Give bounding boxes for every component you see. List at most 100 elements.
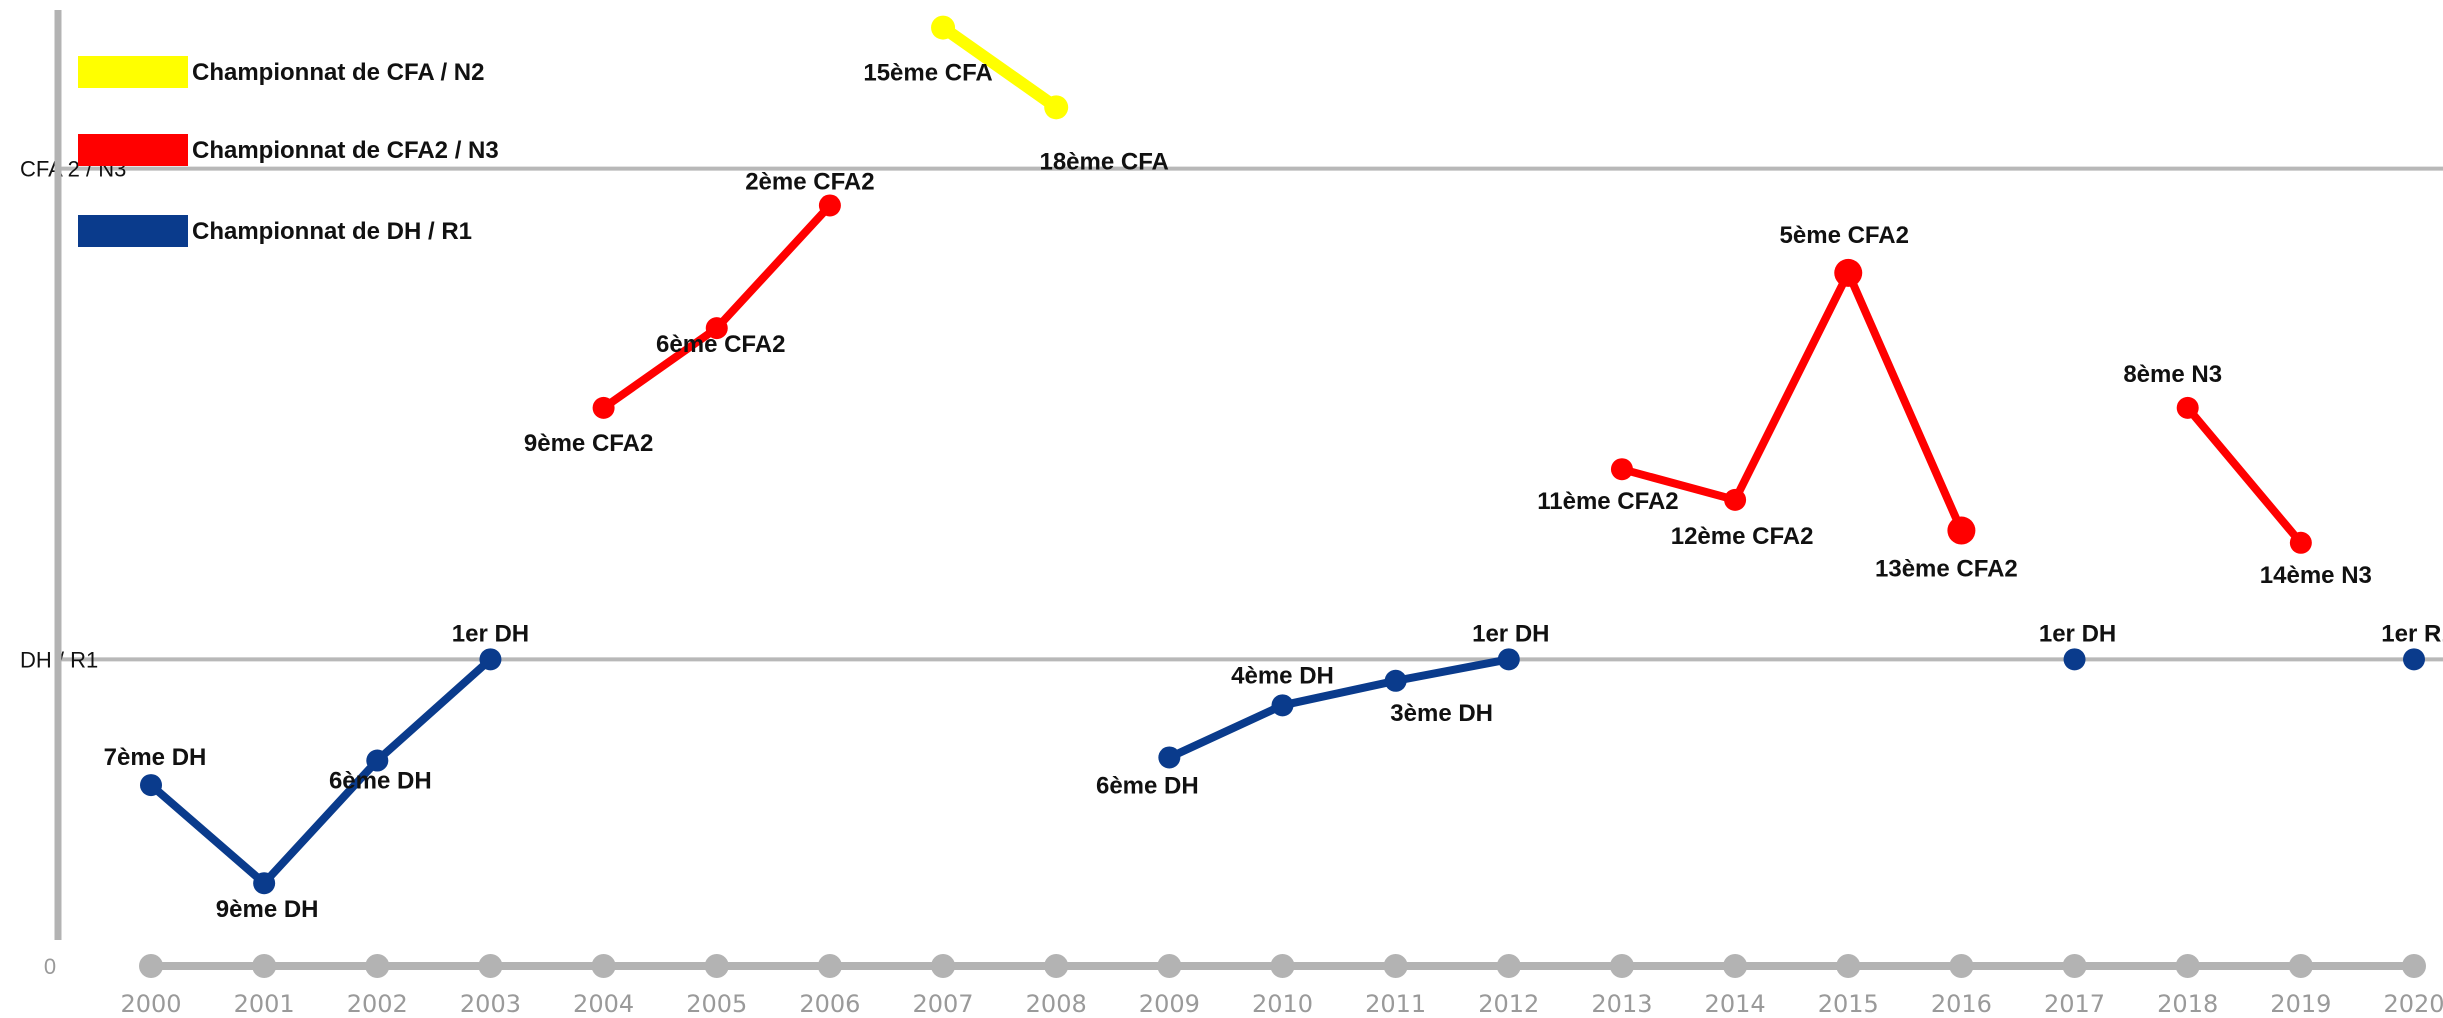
data-label: 18ème CFA [1039, 148, 1168, 175]
data-point [931, 15, 956, 40]
data-label: 11ème CFA2 [1537, 488, 1678, 515]
data-point [2176, 396, 2199, 419]
data-label: 1er R1 [2381, 620, 2443, 647]
series-line [2183, 403, 2305, 547]
data-point [1157, 954, 1182, 978]
data-point [1723, 954, 1748, 978]
data-point [2288, 954, 2313, 978]
data-label: 2ème CFA2 [745, 168, 874, 195]
series-line [937, 21, 1063, 114]
data-label: 6ème DH [1096, 772, 1199, 799]
gridlines [60, 166, 2443, 662]
data-point [1949, 954, 1974, 978]
data-point [139, 954, 163, 978]
legend-swatch [78, 215, 188, 247]
data-label: 3ème DH [1390, 700, 1493, 727]
data-point [1497, 648, 1520, 671]
data-point [2289, 531, 2312, 554]
data-point [1496, 954, 1521, 978]
data-label: 5ème CFA2 [1780, 222, 1909, 249]
x-tick-label: 2009 [1139, 990, 1200, 1018]
data-point [2402, 954, 2426, 978]
x-tick-label: 2001 [234, 990, 295, 1018]
data-point [2062, 954, 2087, 978]
data-labels: 15ème CFA 18ème CFA 9ème CFA2 6ème CFA2 2ème… [104, 60, 2443, 924]
data-label: 1er DH [452, 620, 529, 647]
data-label: 14ème N3 [2260, 562, 2372, 589]
data-label: 1er DH [2039, 620, 2116, 647]
x-tick-label: 2015 [1818, 990, 1879, 1018]
legend-swatch [78, 56, 188, 88]
data-label: 13ème CFA2 [1875, 556, 2018, 583]
x-tick-label: 2007 [913, 990, 974, 1018]
legend: Championnat de CFA / N2 Championnat de CF… [78, 56, 499, 247]
data-point [1610, 458, 1633, 481]
y-axis-label: 0 [44, 954, 56, 979]
data-point [1834, 258, 1863, 287]
data-point [592, 396, 615, 419]
data-point [817, 954, 842, 978]
data-point [1384, 669, 1407, 692]
series-line [599, 201, 834, 412]
data-point [366, 749, 389, 772]
x-tick-label: 2013 [1591, 990, 1652, 1018]
legend-label: Championnat de DH / R1 [192, 218, 472, 245]
series-line [147, 655, 495, 888]
data-point [365, 954, 390, 978]
data-point [705, 317, 728, 340]
x-tick-label: 2010 [1252, 990, 1313, 1018]
data-point [1724, 488, 1747, 511]
legend-label: Championnat de CFA2 / N3 [192, 137, 499, 164]
data-point [704, 954, 729, 978]
data-point [478, 954, 503, 978]
x-tick-label: 2020 [2383, 990, 2443, 1018]
x-tick-label: 2017 [2044, 990, 2105, 1018]
data-label: 9ème CFA2 [524, 430, 653, 457]
data-label: 8ème N3 [2123, 361, 2222, 388]
data-point [1044, 954, 1069, 978]
data-point [2175, 954, 2200, 978]
series-points [139, 15, 2426, 978]
x-tick-label: 2005 [686, 990, 747, 1018]
series-line [1165, 655, 1513, 762]
series-line [1618, 268, 1966, 535]
x-tick-label: 2019 [2270, 990, 2331, 1018]
x-tick-label: 2003 [460, 990, 521, 1018]
legend-label: Championnat de CFA / N2 [192, 59, 484, 86]
data-label: 6ème CFA2 [656, 331, 785, 358]
x-tick-label: 2014 [1705, 990, 1766, 1018]
data-point [1836, 954, 1861, 978]
x-tick-label: 2016 [1931, 990, 1992, 1018]
data-point [2063, 648, 2086, 671]
data-label: 7ème DH [104, 744, 207, 771]
data-point [1947, 516, 1976, 545]
x-tick-label: 2011 [1365, 990, 1426, 1018]
data-point [1271, 694, 1294, 717]
data-label: 12ème CFA2 [1671, 523, 1814, 550]
data-point [931, 954, 956, 978]
data-label: 6ème DH [329, 768, 432, 795]
data-point [1270, 954, 1295, 978]
x-tick-label: 2012 [1478, 990, 1539, 1018]
legend-swatch [78, 134, 188, 166]
data-point [1383, 954, 1408, 978]
data-point [2403, 648, 2425, 671]
data-point [252, 954, 277, 978]
data-point [1044, 95, 1069, 120]
data-label: 4ème DH [1231, 662, 1334, 689]
data-point [591, 954, 616, 978]
data-point [1158, 746, 1181, 769]
data-point [253, 872, 276, 895]
x-tick-label: 2008 [1026, 990, 1087, 1018]
data-point [140, 774, 162, 797]
data-label: 1er DH [1472, 620, 1549, 647]
x-tick-label: 2002 [347, 990, 408, 1018]
data-point [1609, 954, 1634, 978]
data-point [818, 194, 841, 217]
x-tick-label: 2006 [799, 990, 860, 1018]
data-label: 9ème DH [216, 896, 319, 923]
data-label: 15ème CFA [863, 60, 992, 87]
data-point [479, 648, 502, 671]
